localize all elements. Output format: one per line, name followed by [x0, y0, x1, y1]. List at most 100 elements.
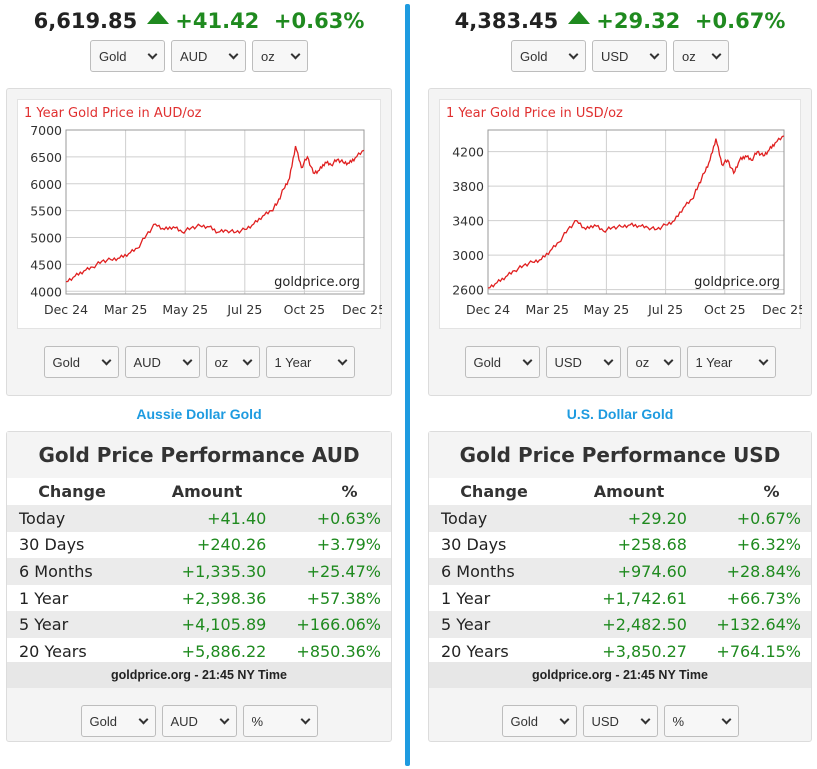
chart-currency-select[interactable]: AUD [124, 346, 200, 378]
perf-unit-select[interactable]: % [242, 705, 318, 737]
change-value: +29.32 [596, 9, 681, 33]
chart-unit-select[interactable]: oz [626, 346, 681, 378]
price-chart-svg: 1 Year Gold Price in AUD/oz Dec 24 Mar 25 M… [24, 106, 382, 317]
row-percent: +28.84% [726, 561, 801, 581]
x-tick-label: Dec 25 [342, 302, 382, 317]
chevron-down-icon [758, 355, 768, 365]
table-body: Today +41.40 +0.63% 30 Days +240.26 +3.79% 6… [7, 505, 391, 665]
top-selects: Gold AUD oz [6, 40, 392, 72]
row-label: 5 Year [441, 615, 491, 635]
row-label: 30 Days [19, 535, 85, 555]
table-header: Change Amount % [7, 478, 391, 505]
quote-header: 4,383.45 +29.32 +0.67% [428, 6, 812, 36]
y-tick-label: 7000 [30, 123, 62, 138]
panel-divider [405, 4, 410, 766]
table-row: 30 Days +258.68 +6.32% [429, 532, 811, 559]
change-percent: +0.63% [273, 9, 365, 33]
quote-header: 6,619.85 +41.42 +0.63% [6, 6, 392, 36]
chevron-down-icon [147, 49, 158, 59]
chevron-down-icon [242, 355, 252, 365]
table-row: 6 Months +974.60 +28.84% [429, 558, 811, 585]
perf-unit-select[interactable]: % [663, 705, 739, 737]
row-percent: +66.73% [726, 588, 801, 608]
y-tick-label: 5500 [30, 204, 62, 219]
price-value: 6,619.85 [33, 9, 138, 33]
chart-box: 1 Year Gold Price in USD/oz Dec 24 Mar 25 M… [428, 88, 812, 396]
table-row: 30 Days +240.26 +3.79% [7, 532, 391, 559]
row-amount: +5,886.22 [181, 641, 267, 661]
chevron-down-icon [522, 355, 532, 365]
y-tick-label: 2600 [452, 283, 484, 298]
header-change: Change [38, 482, 106, 501]
chart-currency-select[interactable]: USD [545, 346, 621, 378]
header-percent: % [341, 482, 358, 501]
price-value: 4,383.45 [454, 9, 559, 33]
table-row: Today +29.20 +0.67% [429, 505, 811, 532]
x-tick-label: May 25 [162, 302, 208, 317]
row-label: 30 Days [441, 535, 507, 555]
chart-period-select[interactable]: 1 Year [265, 346, 355, 378]
row-label: 20 Years [19, 641, 87, 661]
perf-metal-select[interactable]: Gold [501, 705, 577, 737]
table-row: 1 Year +2,398.36 +57.38% [7, 585, 391, 612]
y-tick-label: 6000 [30, 177, 62, 192]
up-arrow-icon [147, 11, 170, 24]
chart-unit-select[interactable]: oz [205, 346, 260, 378]
up-arrow-icon [568, 11, 591, 24]
chevron-down-icon [649, 49, 660, 59]
row-amount: +3,850.27 [602, 641, 687, 661]
y-tick-label: 5000 [30, 231, 62, 246]
chart-period-select[interactable]: 1 Year [686, 346, 776, 378]
metal-select[interactable]: Gold [511, 40, 586, 72]
performance-selects: Gold AUD % [7, 705, 391, 737]
y-tick-label: 4500 [30, 257, 62, 272]
y-tick-label: 3800 [452, 179, 484, 194]
chart-selects: Gold AUD oz 1 Year [7, 346, 391, 378]
row-label: 5 Year [19, 615, 69, 635]
row-percent: +0.63% [316, 508, 381, 528]
chart-title: 1 Year Gold Price in AUD/oz [24, 106, 202, 121]
row-percent: +3.79% [316, 535, 381, 555]
row-amount: +240.26 [196, 535, 267, 555]
row-label: 1 Year [441, 588, 491, 608]
currency-select[interactable]: USD [592, 40, 667, 72]
perf-metal-select[interactable]: Gold [80, 705, 156, 737]
price-series-line [487, 135, 785, 289]
top-selects: Gold USD oz [428, 40, 812, 72]
perf-currency-select[interactable]: USD [582, 705, 658, 737]
price-chart: 1 Year Gold Price in USD/oz Dec 24 Mar 25 M… [439, 99, 802, 329]
performance-footer: goldprice.org - 21:45 NY Time [7, 662, 391, 688]
row-percent: +25.47% [306, 561, 381, 581]
chevron-down-icon [711, 49, 722, 59]
unit-select[interactable]: oz [673, 40, 729, 72]
x-tick-label: May 25 [584, 302, 630, 317]
chevron-down-icon [138, 714, 148, 724]
row-label: Today [19, 508, 66, 528]
usd-panel: 4,383.45 +29.32 +0.67% Gold USD oz 1 Year… [428, 0, 812, 769]
chart-box: 1 Year Gold Price in AUD/oz Dec 24 Mar 25 M… [6, 88, 392, 396]
chevron-down-icon [640, 714, 650, 724]
metal-select[interactable]: Gold [90, 40, 165, 72]
chart-caption[interactable]: Aussie Dollar Gold [136, 406, 262, 422]
table-row: 20 Years +3,850.27 +764.15% [429, 638, 811, 665]
currency-select[interactable]: AUD [171, 40, 246, 72]
aud-panel: 6,619.85 +41.42 +0.63% Gold AUD oz 1 Year… [6, 0, 392, 769]
x-tick-label: Jul 25 [647, 302, 683, 317]
table-row: 5 Year +4,105.89 +166.06% [7, 611, 391, 638]
chevron-down-icon [559, 714, 569, 724]
x-tick-label: Dec 25 [762, 302, 802, 317]
row-percent: +764.15% [716, 641, 801, 661]
row-percent: +6.32% [736, 535, 801, 555]
unit-select[interactable]: oz [252, 40, 308, 72]
header-percent: % [763, 482, 780, 501]
table-row: 20 Years +5,886.22 +850.36% [7, 638, 391, 665]
chevron-down-icon [603, 355, 613, 365]
row-label: 1 Year [19, 588, 69, 608]
chart-metal-select[interactable]: Gold [464, 346, 540, 378]
chart-metal-select[interactable]: Gold [43, 346, 119, 378]
performance-title: Gold Price Performance AUD [7, 432, 391, 478]
perf-currency-select[interactable]: AUD [161, 705, 237, 737]
performance-footer: goldprice.org - 21:45 NY Time [429, 662, 811, 688]
chevron-down-icon [568, 49, 579, 59]
chart-caption[interactable]: U.S. Dollar Gold [566, 406, 674, 422]
